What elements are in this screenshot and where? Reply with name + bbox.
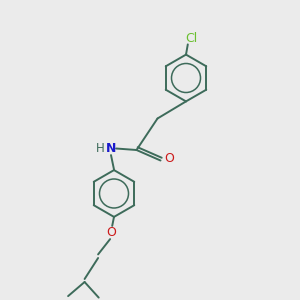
Text: H: H [95, 142, 104, 155]
Text: O: O [107, 226, 116, 239]
Text: Cl: Cl [185, 32, 197, 46]
Text: N: N [106, 142, 116, 155]
Text: O: O [164, 152, 174, 166]
